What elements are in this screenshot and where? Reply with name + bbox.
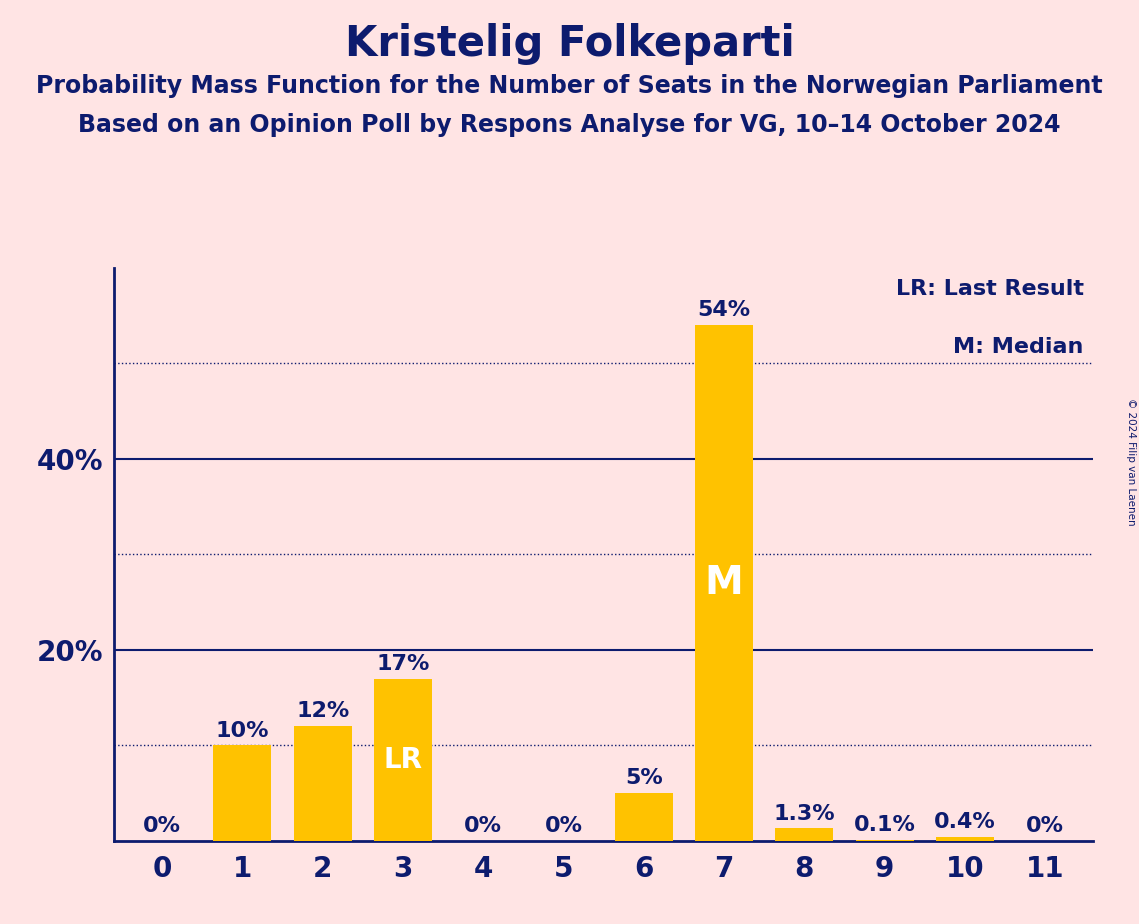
- Text: 0.1%: 0.1%: [854, 815, 916, 835]
- Text: 1.3%: 1.3%: [773, 804, 835, 823]
- Bar: [294, 726, 352, 841]
- Text: 17%: 17%: [376, 654, 429, 674]
- Text: M: Median: M: Median: [953, 336, 1083, 357]
- Bar: [615, 793, 673, 841]
- Text: © 2024 Filip van Laenen: © 2024 Filip van Laenen: [1126, 398, 1136, 526]
- Text: 10%: 10%: [215, 721, 269, 741]
- Text: Based on an Opinion Poll by Respons Analyse for VG, 10–14 October 2024: Based on an Opinion Poll by Respons Anal…: [79, 113, 1060, 137]
- Bar: [776, 829, 834, 841]
- Text: 0%: 0%: [544, 816, 582, 836]
- Text: 5%: 5%: [625, 769, 663, 788]
- Text: 54%: 54%: [697, 300, 751, 321]
- Bar: [374, 678, 432, 841]
- Text: LR: Last Result: LR: Last Result: [895, 279, 1083, 299]
- Bar: [855, 840, 913, 841]
- Text: 0%: 0%: [144, 816, 181, 836]
- Bar: [213, 746, 271, 841]
- Text: LR: LR: [384, 746, 423, 773]
- Text: Kristelig Folkeparti: Kristelig Folkeparti: [345, 23, 794, 65]
- Text: 0%: 0%: [1026, 816, 1064, 836]
- Text: 12%: 12%: [296, 701, 350, 722]
- Text: 0.4%: 0.4%: [934, 812, 995, 833]
- Text: Probability Mass Function for the Number of Seats in the Norwegian Parliament: Probability Mass Function for the Number…: [36, 74, 1103, 98]
- Bar: [695, 325, 753, 841]
- Bar: [936, 837, 994, 841]
- Text: 0%: 0%: [465, 816, 502, 836]
- Text: M: M: [705, 564, 744, 602]
